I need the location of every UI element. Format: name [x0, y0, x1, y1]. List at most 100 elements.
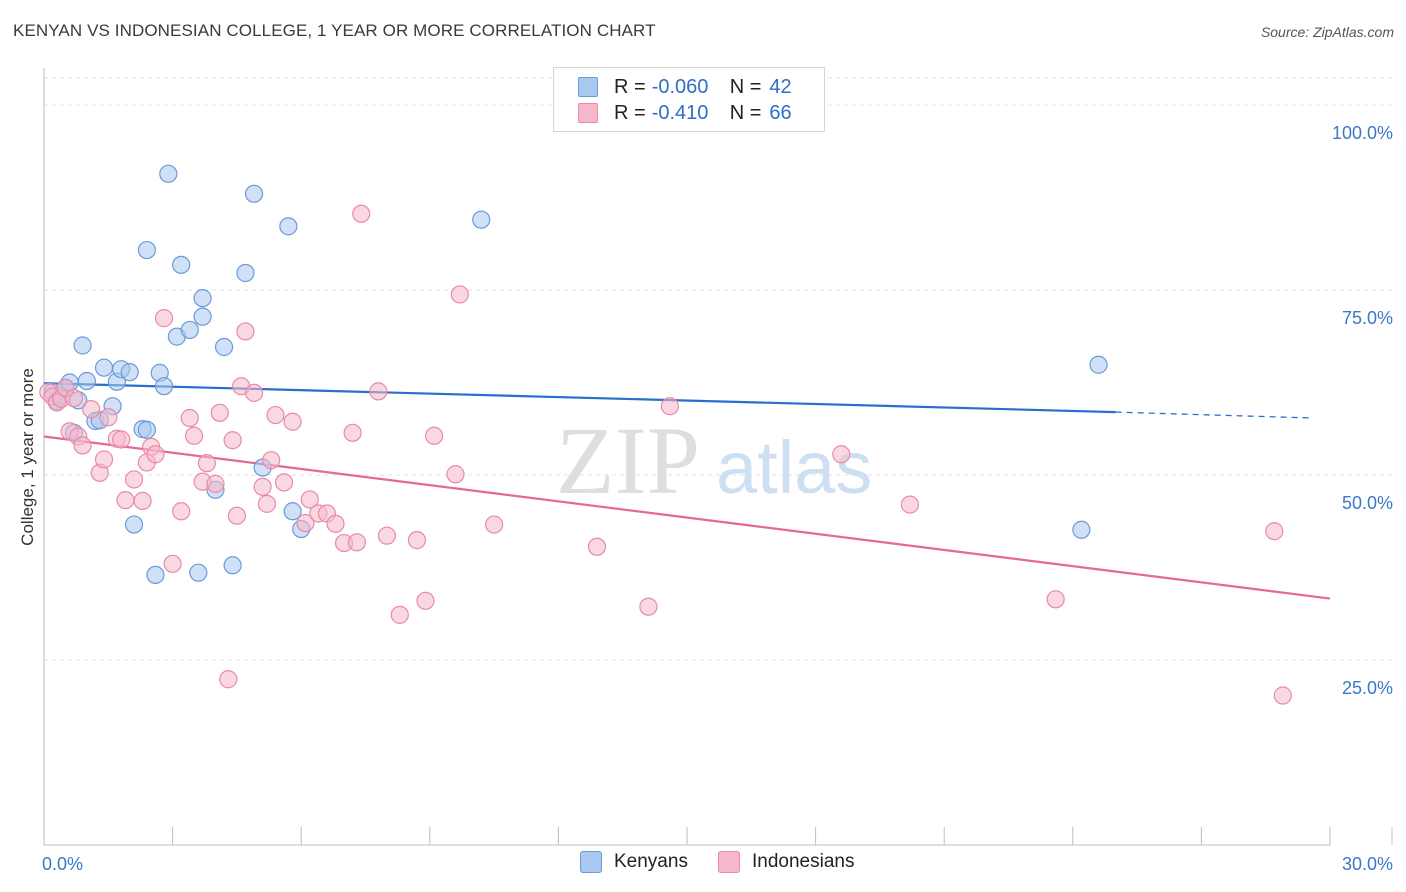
- y-tick-label: 100.0%: [1332, 123, 1393, 143]
- indonesian-point: [184, 426, 204, 445]
- indonesian-point: [832, 445, 851, 464]
- indonesian-point: [206, 474, 225, 493]
- kenyan-point: [193, 307, 212, 326]
- kenyan-point: [137, 240, 156, 260]
- kenyan-point: [137, 420, 156, 439]
- legend-n-label: N =: [729, 101, 762, 124]
- indonesian-point: [262, 451, 281, 470]
- legend-n-value: 42: [769, 75, 792, 98]
- indonesian-point: [64, 388, 84, 408]
- kenyan-point: [236, 263, 255, 283]
- y-tick-label: 50.0%: [1342, 493, 1393, 513]
- legend-label-indonesians: Indonesians: [752, 851, 855, 872]
- indonesian-point: [326, 514, 345, 533]
- kenyan-point: [94, 358, 114, 377]
- indonesian-point: [369, 382, 388, 401]
- indonesian-point: [296, 513, 315, 533]
- legend-row-kenyans: R = -0.060 N = 42: [578, 74, 792, 100]
- kenyans-swatch: [580, 851, 602, 873]
- indonesian-point: [257, 494, 277, 513]
- kenyan-point: [159, 164, 178, 183]
- kenyan-point: [180, 320, 199, 340]
- legend-n-value: 66: [769, 101, 792, 124]
- watermark-zip: ZIP: [556, 407, 700, 514]
- kenyan-point: [1089, 355, 1108, 374]
- legend-label-kenyans: Kenyans: [614, 851, 688, 872]
- indonesian-point: [116, 491, 135, 510]
- indonesian-point: [446, 465, 465, 484]
- indonesian-point: [485, 515, 504, 534]
- kenyan-point: [124, 515, 144, 534]
- tick-labels: 25.0% 50.0% 75.0% 100.0% 0.0% 30.0%: [42, 123, 1393, 874]
- correlation-legend: R = -0.060 N = 42 R = -0.410 N = 66: [553, 67, 825, 132]
- indonesian-point: [639, 597, 658, 616]
- indonesian-point: [73, 436, 92, 455]
- indonesian-point: [1046, 590, 1065, 609]
- indonesian-point: [1265, 522, 1284, 541]
- indonesian-point: [347, 533, 367, 552]
- indonesian-point: [407, 531, 427, 550]
- watermark-atlas: atlas: [716, 426, 872, 509]
- indonesian-point: [266, 405, 285, 425]
- indonesian-point: [223, 431, 242, 450]
- legend-r-label: R =: [614, 101, 646, 124]
- kenyan-point: [189, 563, 208, 582]
- legend-item-indonesians[interactable]: Indonesians: [718, 851, 854, 873]
- legend-n-label: N =: [729, 75, 762, 98]
- scatter-points: [39, 164, 1292, 705]
- indonesian-point: [660, 397, 679, 416]
- indonesian-point: [163, 554, 182, 573]
- gridlines: [44, 77, 1393, 661]
- indonesian-point: [274, 473, 294, 492]
- kenyan-point: [172, 255, 191, 274]
- y-axis-label: College, 1 year or more: [18, 368, 37, 546]
- indonesian-point: [390, 605, 409, 624]
- kenyan-point: [146, 565, 165, 585]
- indonesian-point: [99, 408, 118, 427]
- indonesians-swatch: [578, 103, 598, 123]
- indonesian-point: [343, 423, 362, 442]
- indonesian-point: [416, 591, 435, 610]
- kenyan-point: [244, 184, 264, 203]
- kenyan-trend-line: [43, 382, 1116, 414]
- indonesians-swatch: [718, 851, 740, 873]
- indonesian-point: [253, 477, 272, 496]
- indonesian-point: [197, 454, 216, 473]
- kenyan-point: [73, 336, 92, 355]
- series-legend: Kenyans Indonesians: [0, 851, 1406, 877]
- axes: [43, 68, 1393, 846]
- source-label: Source: ZipAtlas.com: [1260, 24, 1394, 40]
- indonesian-point: [172, 502, 191, 521]
- indonesian-point: [900, 495, 920, 514]
- legend-item-kenyans[interactable]: Kenyans: [580, 851, 688, 873]
- kenyan-point: [283, 502, 302, 521]
- kenyan-point: [223, 556, 242, 575]
- indonesian-point: [124, 470, 144, 489]
- kenyan-point: [154, 377, 174, 396]
- indonesian-point: [283, 412, 302, 431]
- indonesian-point: [300, 490, 319, 509]
- indonesian-point: [154, 309, 174, 328]
- indonesian-point: [112, 430, 131, 449]
- kenyan-point: [472, 210, 491, 229]
- legend-r-value: -0.060: [651, 75, 709, 98]
- indonesian-point: [377, 526, 397, 545]
- legend-r-value: -0.410: [651, 101, 709, 124]
- legend-row-indonesians: R = -0.410 N = 66: [578, 100, 792, 126]
- indonesian-point: [133, 491, 152, 510]
- indonesian-point: [244, 383, 264, 402]
- indonesian-point: [146, 445, 165, 464]
- kenyan-trend-extension: [1115, 411, 1313, 419]
- kenyan-point: [120, 363, 139, 382]
- indonesian-point: [219, 670, 238, 689]
- indonesian-point: [227, 506, 246, 525]
- kenyan-point: [1072, 520, 1091, 539]
- kenyan-point: [279, 217, 298, 236]
- y-tick-label: 25.0%: [1342, 678, 1393, 698]
- indonesian-point: [1273, 686, 1292, 705]
- indonesian-point: [424, 426, 444, 445]
- indonesian-point: [450, 285, 469, 304]
- kenyan-point: [214, 337, 234, 357]
- watermark: ZIP atlas: [556, 407, 872, 514]
